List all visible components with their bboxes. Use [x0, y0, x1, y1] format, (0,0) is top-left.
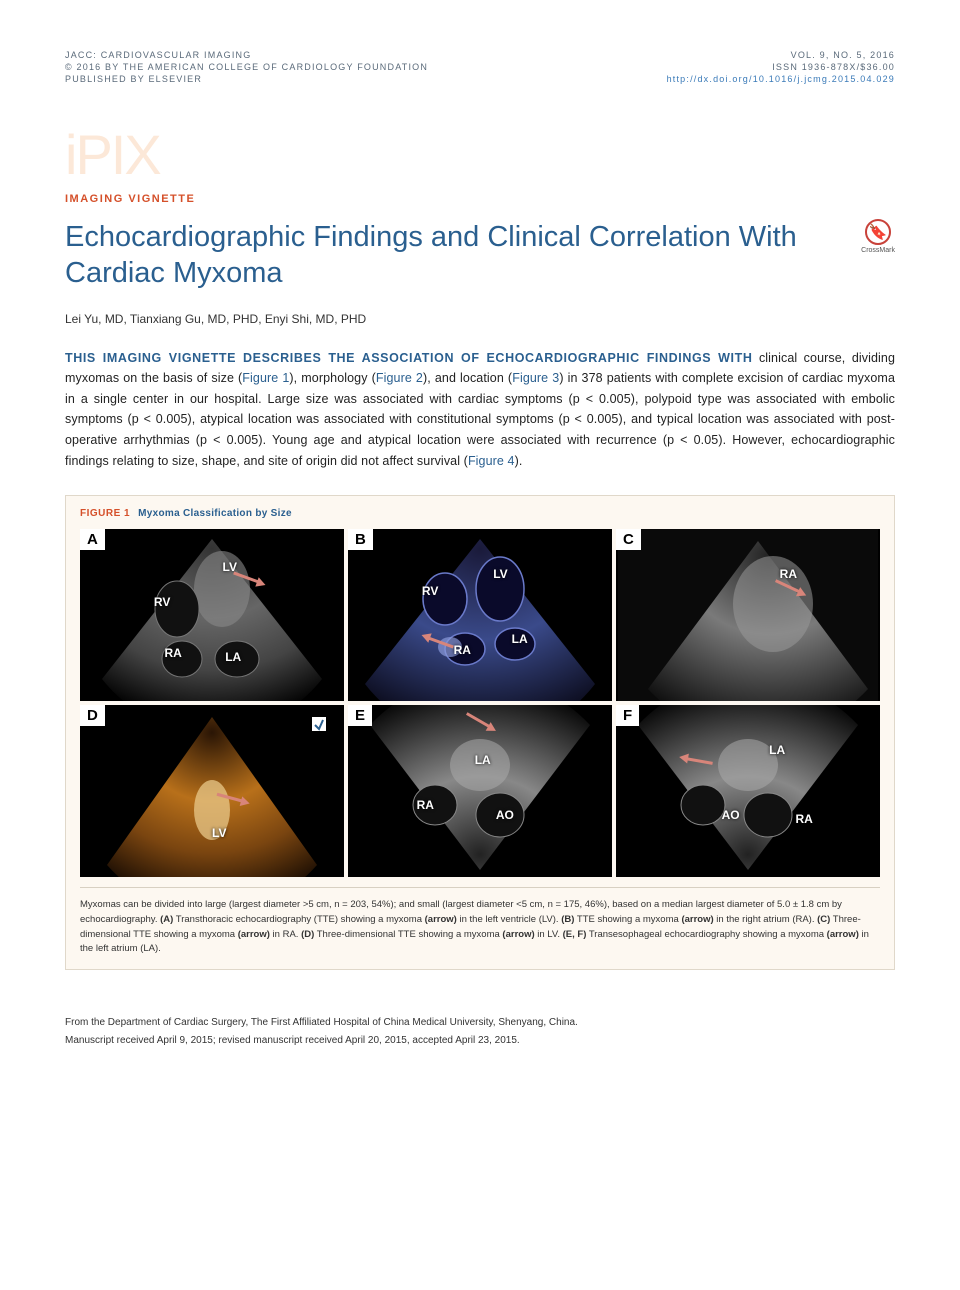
figure-link-1[interactable]: Figure 1	[242, 371, 289, 385]
chamber-label-RV: RV	[422, 584, 438, 598]
chamber-label-LV: LV	[493, 567, 507, 581]
figure-link-2[interactable]: Figure 2	[376, 371, 423, 385]
panel-letter: E	[348, 705, 372, 726]
figure-link-3[interactable]: Figure 3	[512, 371, 559, 385]
crossmark-label: CrossMark	[861, 247, 895, 254]
echo-image	[80, 529, 344, 701]
chamber-label-LV: LV	[212, 826, 226, 840]
chamber-label-RA: RA	[796, 812, 813, 826]
figure-1-block: FIGURE 1 Myxoma Classification by Size A…	[65, 495, 895, 970]
echo-image	[80, 705, 344, 877]
affiliation-line: From the Department of Cardiac Surgery, …	[65, 1014, 895, 1032]
chamber-label-RA: RA	[780, 567, 797, 581]
publisher-line: PUBLISHED BY ELSEVIER	[65, 74, 428, 84]
figure-number: FIGURE 1	[80, 508, 130, 519]
panel-letter: D	[80, 705, 105, 726]
abstract-seg5: ).	[515, 454, 523, 468]
article-title: Echocardiographic Findings and Clinical …	[65, 219, 805, 292]
echo-image	[616, 705, 880, 877]
panel-letter: F	[616, 705, 639, 726]
chamber-label-LA: LA	[475, 753, 491, 767]
caption-label-B: (B)	[561, 914, 574, 925]
chamber-label-LA: LA	[512, 632, 528, 646]
copyright-line: © 2016 BY THE AMERICAN COLLEGE OF CARDIO…	[65, 62, 428, 72]
article-footer: From the Department of Cardiac Surgery, …	[65, 1014, 895, 1050]
chamber-label-LA: LA	[769, 743, 785, 757]
panel-letter: A	[80, 529, 105, 550]
caption-label-EF: (E, F)	[563, 929, 587, 940]
panel-letter: B	[348, 529, 373, 550]
crossmark-icon: 🔖	[865, 219, 891, 245]
caption-label-D: (D)	[301, 929, 314, 940]
chamber-label-RA: RA	[454, 643, 471, 657]
chamber-label-RV: RV	[154, 595, 170, 609]
figure-link-4[interactable]: Figure 4	[468, 454, 515, 468]
chamber-label-AO: AO	[496, 808, 514, 822]
title-row: Echocardiographic Findings and Clinical …	[65, 219, 895, 292]
abstract-paragraph: THIS IMAGING VIGNETTE DESCRIBES THE ASSO…	[65, 348, 895, 472]
echo-panel-C: C RA	[616, 529, 880, 701]
abstract-seg3: ), and location (	[423, 371, 512, 385]
echo-panel-B: B LV RV RA LA	[348, 529, 612, 701]
caption-label-A: (A)	[160, 914, 173, 925]
volume-line: VOL. 9, NO. 5, 2016	[667, 50, 895, 60]
panel-grid: A LV RV RA LA B LV RV RA LA C RA	[80, 529, 880, 877]
panel-letter: C	[616, 529, 641, 550]
chamber-label-RA: RA	[164, 646, 181, 660]
echo-image	[348, 705, 612, 877]
echo-panel-E: E LA RA AO	[348, 705, 612, 877]
authors-line: Lei Yu, MD, Tianxiang Gu, MD, PHD, Enyi …	[65, 312, 895, 326]
journal-name: JACC: CARDIOVASCULAR IMAGING	[65, 50, 428, 60]
echo-panel-A: ALVRVRALA	[80, 529, 344, 701]
header-left: JACC: CARDIOVASCULAR IMAGING © 2016 BY T…	[65, 50, 428, 84]
crossmark-badge[interactable]: 🔖 CrossMark	[861, 219, 895, 254]
abstract-lead: THIS IMAGING VIGNETTE DESCRIBES THE ASSO…	[65, 351, 753, 365]
echo-panel-F: F LA AO RA	[616, 705, 880, 877]
manuscript-dates: Manuscript received April 9, 2015; revis…	[65, 1032, 895, 1050]
issn-line: ISSN 1936-878X/$36.00	[667, 62, 895, 72]
echo-image	[616, 529, 880, 701]
header-right: VOL. 9, NO. 5, 2016 ISSN 1936-878X/$36.0…	[667, 50, 895, 84]
ipix-watermark: iPIX	[65, 122, 895, 187]
echo-image	[348, 529, 612, 701]
chamber-label-AO: AO	[722, 808, 740, 822]
caption-label-C: (C)	[817, 914, 830, 925]
figure-title-row: FIGURE 1 Myxoma Classification by Size	[80, 508, 880, 519]
figure-caption: Myxomas can be divided into large (large…	[80, 887, 880, 957]
chamber-label-RA: RA	[417, 798, 434, 812]
figure-name: Myxoma Classification by Size	[138, 508, 292, 519]
abstract-seg2: ), morphology (	[289, 371, 375, 385]
chamber-label-LA: LA	[225, 650, 241, 664]
echo-panel-D: D LV	[80, 705, 344, 877]
section-label: IMAGING VIGNETTE	[65, 193, 895, 205]
page-header: JACC: CARDIOVASCULAR IMAGING © 2016 BY T…	[65, 50, 895, 84]
doi-link[interactable]: http://dx.doi.org/10.1016/j.jcmg.2015.04…	[667, 74, 895, 84]
